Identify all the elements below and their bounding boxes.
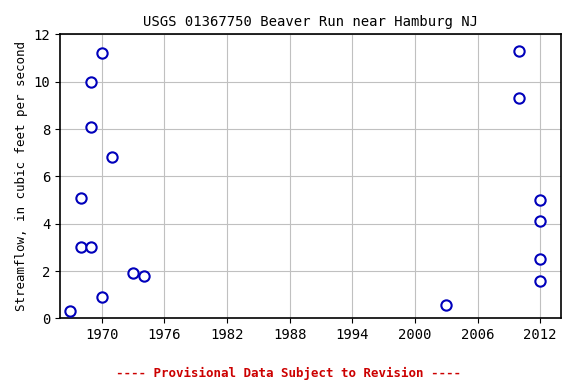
Point [87, 79, 96, 85]
Point [536, 256, 545, 262]
Point [97, 294, 107, 300]
Point [536, 197, 545, 203]
Point [128, 270, 138, 276]
Point [97, 50, 107, 56]
Point [66, 308, 75, 314]
Y-axis label: Streamflow, in cubic feet per second: Streamflow, in cubic feet per second [15, 41, 28, 311]
Point [87, 244, 96, 250]
Title: USGS 01367750 Beaver Run near Hamburg NJ: USGS 01367750 Beaver Run near Hamburg NJ [143, 15, 478, 29]
Point [514, 95, 524, 101]
Text: ---- Provisional Data Subject to Revision ----: ---- Provisional Data Subject to Revisio… [116, 367, 460, 380]
Point [536, 278, 545, 284]
Point [514, 48, 524, 54]
Point [442, 302, 451, 308]
Point [76, 244, 85, 250]
Point [108, 154, 117, 161]
Point [536, 218, 545, 224]
Point [76, 195, 85, 201]
Point [139, 273, 148, 279]
Point [87, 124, 96, 130]
